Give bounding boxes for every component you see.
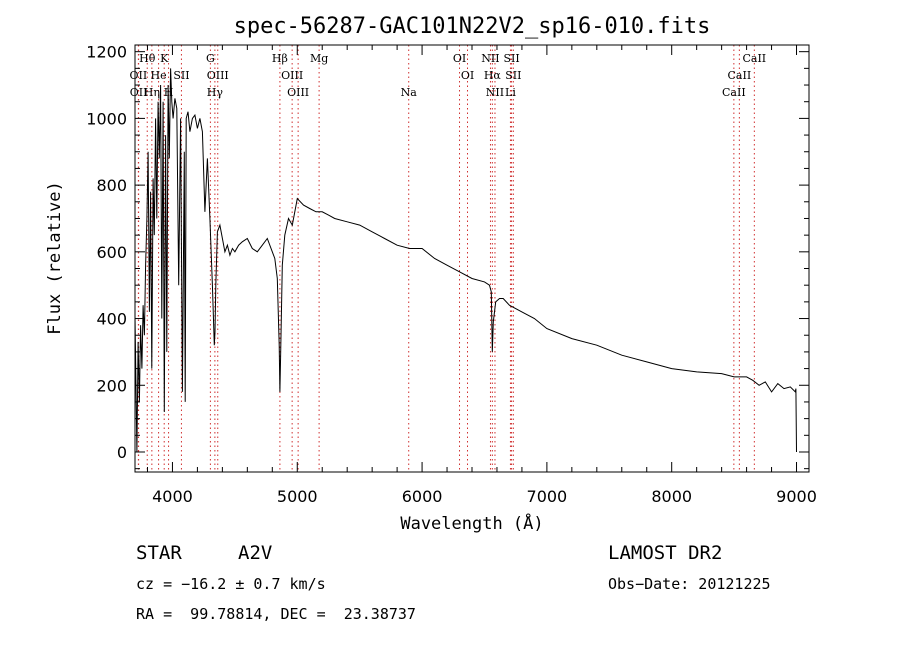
line-marker-label: OII <box>130 86 148 99</box>
observation-date: Obs−Date: 20121225 <box>608 575 771 593</box>
y-axis-label: Flux (relative) <box>45 181 65 335</box>
line-marker-label: SII <box>503 52 519 65</box>
x-tick-label: 6000 <box>402 487 443 506</box>
line-marker-label: Hγ <box>207 86 224 99</box>
chart-title: spec-56287-GAC101N22V2_sp16-010.fits <box>234 14 711 39</box>
line-marker-label: SII <box>173 69 189 82</box>
y-tick-label: 800 <box>96 176 127 195</box>
line-marker-label: Hθ <box>139 52 156 65</box>
x-tick-label: 9000 <box>776 487 817 506</box>
line-marker-label: OII <box>130 69 148 82</box>
line-marker-label: Mg <box>310 52 328 65</box>
line-marker-label: OIII <box>287 86 309 99</box>
x-tick-label: 4000 <box>152 487 193 506</box>
line-marker-label: NII <box>486 86 504 99</box>
x-tick-label: 5000 <box>277 487 318 506</box>
y-tick-label: 1000 <box>86 109 127 128</box>
line-marker-label: CaII <box>742 52 766 65</box>
line-marker-label: Hη <box>144 86 160 99</box>
emission-line-markers <box>137 45 755 472</box>
line-marker-label: Hβ <box>272 52 288 65</box>
line-marker-label: Na <box>401 86 418 99</box>
y-tick-label: 400 <box>96 310 127 329</box>
line-marker-label: Hα <box>484 69 502 82</box>
x-tick-label: 7000 <box>527 487 568 506</box>
object-class: STAR <box>136 542 182 564</box>
line-marker-label: CaII <box>722 86 746 99</box>
x-tick-label: 8000 <box>651 487 692 506</box>
line-marker-label: G <box>206 52 215 65</box>
line-marker-label: NII <box>481 52 499 65</box>
y-tick-label: 600 <box>96 243 127 262</box>
spectrum-line <box>134 68 797 453</box>
x-axis-label: Wavelength (Å) <box>400 512 543 534</box>
y-tick-label: 0 <box>117 443 127 462</box>
line-marker-label: K <box>160 52 169 65</box>
plot-frame <box>134 44 810 473</box>
line-marker-label: OI <box>461 69 474 82</box>
line-marker-label: SII <box>505 69 521 82</box>
line-marker-label: CaII <box>728 69 752 82</box>
line-marker-label: Li <box>505 86 516 99</box>
axis-ticks: 4000 5000 6000 7000 8000 9000 0 200 400 600 800 100… <box>86 43 817 506</box>
line-marker-label: OIII <box>281 69 303 82</box>
y-tick-label: 1200 <box>86 43 127 62</box>
coordinates: RA = 99.78814, DEC = 23.38737 <box>136 605 416 623</box>
y-tick-label: 200 <box>96 376 127 395</box>
redshift-cz: cz = −16.2 ± 0.7 km/s <box>136 575 326 593</box>
survey-name: LAMOST DR2 <box>608 542 723 564</box>
line-marker-label: He <box>151 69 167 82</box>
subclass: A2V <box>238 542 273 564</box>
line-marker-label: OIII <box>207 69 229 82</box>
line-marker-label: OI <box>453 52 466 65</box>
